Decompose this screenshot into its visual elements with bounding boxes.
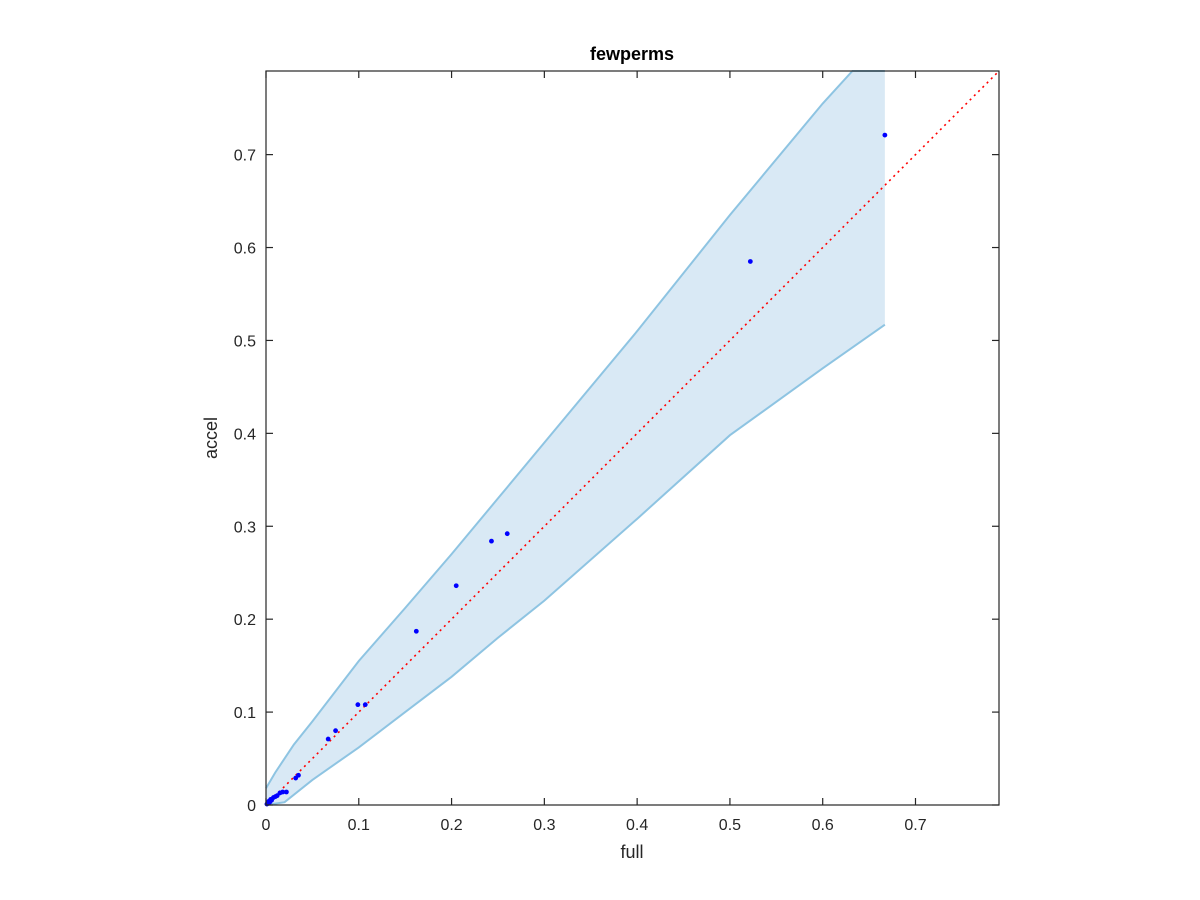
y-tick-label: 0.1 (234, 705, 256, 722)
x-axis-label: full (620, 842, 643, 862)
x-tick-label: 0.4 (626, 817, 648, 834)
y-tick-label: 0.6 (234, 241, 256, 258)
data-point (454, 583, 459, 588)
confidence-band (266, 71, 885, 805)
x-tick-label: 0.6 (812, 817, 834, 834)
data-point (333, 728, 338, 733)
y-tick-label: 0.5 (234, 333, 256, 350)
data-point (489, 539, 494, 544)
data-point (748, 259, 753, 264)
x-tick-label: 0.5 (719, 817, 741, 834)
y-tick-label: 0 (247, 798, 256, 815)
data-point (296, 773, 301, 778)
data-point (284, 790, 289, 795)
y-tick-label: 0.3 (234, 519, 256, 536)
band-fill (266, 71, 885, 805)
data-point (326, 737, 331, 742)
x-tick-label: 0 (262, 817, 271, 834)
x-tick-label: 0.2 (440, 817, 462, 834)
data-point (355, 702, 360, 707)
data-point (414, 629, 419, 634)
chart-title: fewperms (590, 44, 674, 64)
y-tick-label: 0.7 (234, 148, 256, 165)
data-point (882, 133, 887, 138)
x-tick-label: 0.3 (533, 817, 555, 834)
y-tick-label: 0.4 (234, 426, 256, 443)
y-tick-label: 0.2 (234, 612, 256, 629)
x-tick-label: 0.1 (348, 817, 370, 834)
y-axis-label: accel (201, 417, 221, 459)
data-point (505, 531, 510, 536)
x-tick-label: 0.7 (904, 817, 926, 834)
data-point (363, 702, 368, 707)
